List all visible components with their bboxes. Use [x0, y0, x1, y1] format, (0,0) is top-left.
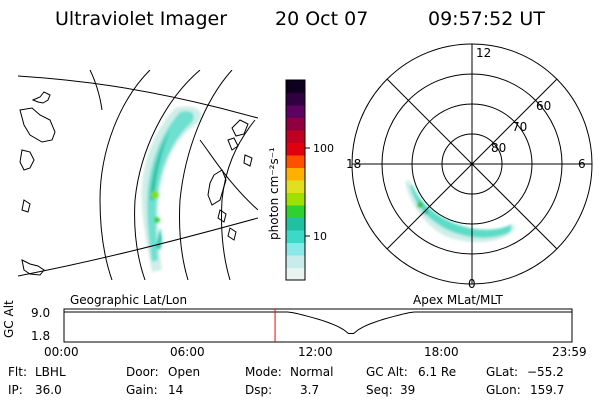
colorbar-segment — [286, 192, 305, 206]
flt-value: LBHL — [35, 365, 66, 379]
color-bar-frame — [285, 79, 306, 281]
altitude-frame — [63, 308, 573, 343]
geo-aurora-band — [141, 106, 202, 272]
seq-label: Seq: — [366, 383, 393, 397]
colorbar-segment — [286, 230, 305, 243]
gain-value: 14 — [168, 383, 184, 397]
gain-label: Gain: — [126, 383, 158, 397]
colorbar-tick-label-10: 10 — [313, 230, 327, 243]
mlt-label-0: 0 — [468, 277, 476, 291]
colorbar-segment — [286, 167, 305, 181]
date-label: 20 Oct 07 — [275, 8, 369, 30]
time-tick-1800: 18:00 — [424, 345, 459, 359]
mlat-label-70: 70 — [512, 120, 527, 134]
mode-label: Mode: — [245, 365, 282, 379]
ip-label: IP: — [8, 383, 23, 397]
time-tick-0000: 00:00 — [44, 345, 79, 359]
mlat-label-60: 60 — [536, 99, 551, 113]
colorbar-segment — [286, 180, 305, 193]
altitude-ytick-high: 9.0 — [31, 306, 51, 320]
colorbar-segment — [286, 217, 305, 231]
dsp-label: Dsp: — [245, 383, 273, 397]
glon-value: 159.7 — [530, 383, 565, 397]
colorbar-segment — [286, 267, 305, 281]
geographic-map — [18, 70, 258, 280]
colorbar-unit-label: photon cm⁻²s⁻¹ — [267, 147, 281, 240]
polar-diagonal-2 — [386, 78, 558, 250]
colorbar-segment — [286, 155, 305, 168]
time-tick-0600: 06:00 — [170, 345, 205, 359]
colorbar-segment — [286, 142, 305, 156]
glat-label: GLat: — [486, 365, 519, 379]
colorbar-segment — [286, 105, 305, 118]
door-label: Door: — [126, 365, 159, 379]
altitude-curve — [64, 311, 572, 334]
colorbar-segment — [286, 130, 305, 143]
polar-plot-label: Apex MLat/MLT — [413, 293, 503, 307]
time-label: 09:57:52 UT — [428, 8, 545, 30]
glat-value: −55.2 — [527, 365, 564, 379]
mlt-label-12: 12 — [476, 46, 491, 60]
gcalt-value: 6.1 Re — [418, 365, 457, 379]
geo-map-label: Geographic Lat/Lon — [70, 293, 188, 307]
time-tick-1200: 12:00 — [298, 345, 333, 359]
colorbar-segment — [286, 242, 305, 256]
colorbar-segment — [286, 205, 305, 218]
altitude-panel — [63, 308, 573, 343]
geo-grid — [18, 70, 258, 280]
mlt-label-18: 18 — [346, 157, 361, 171]
seq-value: 39 — [400, 383, 416, 397]
altitude-ytick-low: 1.8 — [31, 329, 51, 343]
door-value: Open — [168, 365, 201, 379]
colorbar-segment — [286, 92, 305, 106]
polar-aurora-band — [405, 180, 516, 243]
dsp-value: 3.7 — [300, 383, 320, 397]
polar-plot: 12 6 18 0 60 70 80 — [346, 43, 593, 291]
colorbar-segment — [286, 80, 305, 93]
ip-value: 36.0 — [35, 383, 62, 397]
glon-label: GLon: — [486, 383, 521, 397]
app-title: Ultraviolet Imager — [55, 8, 228, 30]
mlt-label-6: 6 — [578, 157, 586, 171]
mode-value: Normal — [290, 365, 334, 379]
colorbar-segment — [286, 117, 305, 131]
gcalt-label: GC Alt: — [366, 365, 408, 379]
mlat-label-80: 80 — [491, 141, 506, 155]
colorbar-tick-label-100: 100 — [313, 142, 334, 155]
altitude-ylabel: GC Alt — [2, 300, 16, 338]
colorbar-segment — [286, 255, 305, 268]
time-tick-2359: 23:59 — [552, 345, 587, 359]
color-bar — [286, 80, 305, 281]
flt-label: Flt: — [8, 365, 27, 379]
